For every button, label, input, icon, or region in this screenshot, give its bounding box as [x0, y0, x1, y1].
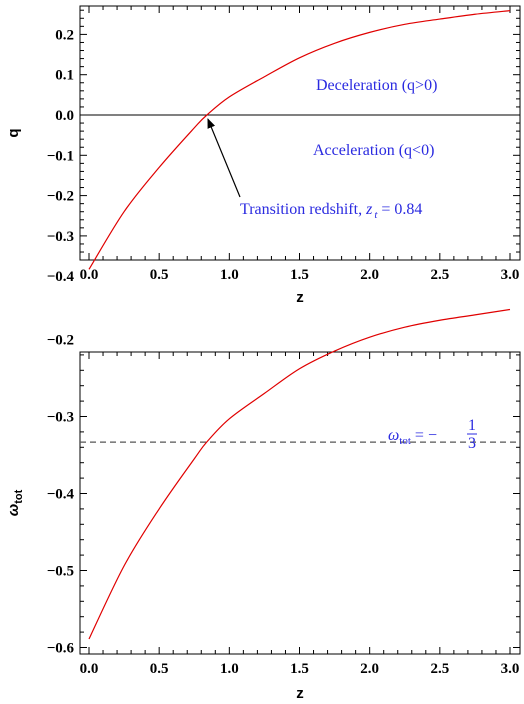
frac-denominator: 3 [468, 435, 476, 452]
y-tick-label: −0.3 [47, 229, 74, 245]
x-axis-label: z [296, 289, 304, 306]
frac-numerator: 1 [468, 417, 476, 434]
x-tick-label: 0.0 [80, 267, 99, 283]
x-tick-label: 1.0 [220, 267, 239, 283]
plot-frame [79, 351, 521, 655]
q-curve [88, 10, 511, 270]
x-tick-label: 2.5 [430, 661, 449, 677]
y-axis-label: q [5, 128, 22, 137]
transition-prefix: Transition redshift, [240, 201, 366, 218]
y-tick-label: −0.3 [47, 410, 74, 426]
acceleration-label: Acceleration (q<0) [313, 142, 434, 159]
y-axis-sub: tot [13, 489, 25, 503]
x-tick-label: 2.0 [360, 267, 379, 283]
x-axis-label: z [296, 685, 304, 702]
x-tick-label: 2.5 [430, 267, 449, 283]
axis-ticks: 0.0 0.5 1.0 1.5 2.0 2.5 3.0 −0.4 −0.3 −0.2 −0.1 0.0… [47, 6, 520, 285]
transition-sub: t [374, 209, 378, 221]
y-tick-label: 0.2 [55, 27, 74, 43]
x-tick-label: 3.0 [501, 661, 520, 677]
transition-symbol: z [365, 201, 373, 218]
x-tick-label: 1.5 [290, 267, 309, 283]
y-axis-symbol: ω [5, 503, 22, 516]
deceleration-label: Deceleration (q>0) [316, 77, 437, 94]
y-tick-label: −0.5 [47, 564, 74, 580]
x-tick-label: 2.0 [360, 661, 379, 677]
transition-value: = 0.84 [377, 201, 422, 218]
y-tick-label: −0.4 [47, 487, 75, 503]
transition-arrow [207, 118, 241, 198]
y-tick-label: 0.1 [55, 68, 74, 84]
omega-label: ωtot = − [388, 427, 437, 447]
y-axis-label: ωtot [5, 489, 25, 516]
omega-sub: tot [399, 435, 411, 447]
y-tick-label: −0.2 [47, 189, 74, 205]
y-tick-label: −0.6 [47, 641, 75, 657]
x-tick-label: 3.0 [501, 267, 520, 283]
y-tick-label: −0.1 [47, 148, 74, 164]
omega-symbol: ω [388, 427, 399, 444]
omega-curve [88, 308, 511, 640]
deceleration-parameter-panel: 0.0 0.5 1.0 1.5 2.0 2.5 3.0 −0.4 −0.3 −0.2 −0.1 0.0… [5, 5, 521, 306]
y-tick-label: −0.4 [47, 269, 75, 285]
x-tick-label: 0.5 [150, 661, 169, 677]
x-tick-label: 1.5 [290, 661, 309, 677]
omega-eq: = − [411, 427, 437, 444]
x-tick-label: 0.5 [150, 267, 169, 283]
x-tick-label: 1.0 [220, 661, 239, 677]
plot-frame [79, 5, 521, 261]
y-tick-label: −0.2 [47, 333, 74, 349]
eos-parameter-panel: 0.0 0.5 1.0 1.5 2.0 2.5 3.0 −0.6 −0.5 −0.4 −0.3 −0.… [5, 308, 521, 702]
axis-ticks: 0.0 0.5 1.0 1.5 2.0 2.5 3.0 −0.6 −0.5 −0.4 −0.3 −0.… [47, 333, 520, 677]
x-tick-label: 0.0 [80, 661, 99, 677]
y-tick-label: 0.0 [55, 108, 74, 124]
